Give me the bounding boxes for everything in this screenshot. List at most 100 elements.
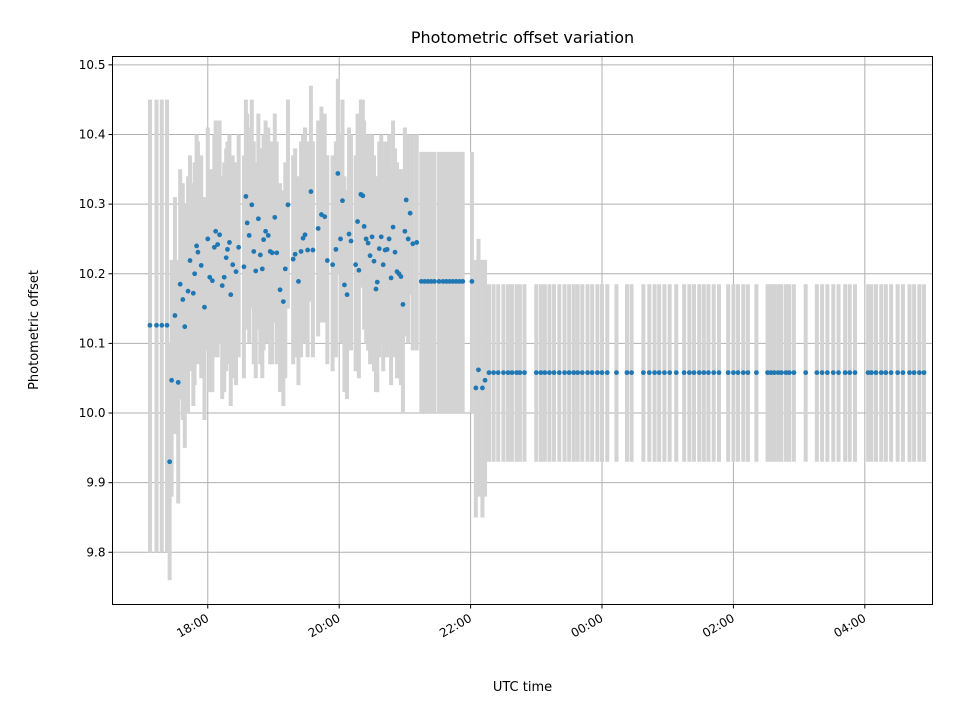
data-point — [405, 236, 411, 242]
data-point — [265, 233, 271, 238]
data-point — [425, 279, 431, 284]
data-point — [192, 271, 198, 277]
data-point — [392, 249, 398, 255]
data-point — [182, 324, 188, 330]
data-point — [514, 370, 519, 376]
data-point — [450, 279, 456, 284]
data-point — [356, 267, 362, 273]
data-point — [263, 228, 268, 234]
data-point — [440, 279, 446, 284]
data-point — [436, 279, 442, 284]
data-point — [562, 370, 567, 376]
data-point — [505, 370, 511, 376]
data-point — [169, 377, 175, 383]
data-point — [551, 370, 557, 376]
data-point — [629, 370, 634, 376]
data-point — [509, 370, 515, 376]
data-point — [367, 253, 373, 259]
data-point — [432, 279, 437, 284]
y-axis-ticks: 9.8 9.9 10.0 10.1 10.2 10.3 10.4 10.5 — [79, 58, 113, 559]
data-point — [418, 279, 424, 284]
data-point — [369, 234, 375, 240]
data-point — [402, 228, 408, 234]
data-point — [198, 262, 204, 268]
data-point — [538, 370, 544, 376]
data-point — [556, 370, 562, 376]
data-point — [579, 370, 585, 376]
data-point — [300, 235, 306, 241]
data-point — [398, 274, 404, 279]
data-point — [333, 246, 339, 252]
data-point — [457, 279, 462, 284]
data-point — [363, 236, 369, 242]
data-point — [376, 246, 382, 252]
data-point — [371, 258, 377, 264]
data-point — [346, 231, 352, 237]
data-point — [403, 197, 409, 203]
data-point — [236, 244, 242, 250]
data-point — [378, 234, 384, 240]
data-point — [175, 379, 181, 385]
data-point — [305, 247, 311, 253]
data-point — [298, 249, 304, 254]
data-point — [873, 370, 879, 376]
data-point — [566, 370, 572, 376]
data-point — [400, 301, 406, 307]
data-point — [921, 370, 927, 376]
data-point — [681, 370, 687, 376]
data-point — [249, 202, 255, 208]
data-point — [571, 370, 577, 376]
data-point — [205, 236, 211, 242]
plot-frame — [112, 56, 933, 605]
data-point — [180, 297, 186, 302]
data-point — [373, 286, 379, 292]
data-point — [219, 283, 225, 288]
data-point — [353, 262, 359, 268]
data-point — [167, 459, 173, 465]
data-point — [495, 370, 501, 376]
y-axis-label: Photometric offset — [27, 270, 42, 390]
data-point — [686, 370, 692, 376]
data-point — [656, 370, 662, 376]
y-tick-label: 9.8 — [86, 545, 105, 559]
data-point — [344, 292, 350, 298]
data-point — [217, 232, 222, 238]
data-point — [335, 171, 341, 176]
data-point — [209, 278, 215, 284]
data-point — [340, 198, 345, 204]
data-point — [517, 370, 523, 376]
data-point — [384, 246, 390, 252]
data-point — [847, 370, 853, 376]
data-point — [410, 241, 416, 247]
data-point — [731, 370, 736, 376]
data-point — [324, 258, 330, 263]
data-point — [701, 370, 707, 376]
data-point — [476, 367, 481, 373]
data-point — [852, 370, 858, 376]
y-tick-label: 10.3 — [79, 197, 106, 211]
data-point — [771, 370, 777, 376]
data-point — [900, 370, 906, 376]
data-point — [322, 214, 328, 220]
data-point — [460, 279, 466, 284]
data-point — [547, 370, 552, 376]
y-tick-label: 9.9 — [86, 476, 105, 490]
data-point — [803, 370, 809, 376]
data-point — [243, 194, 249, 199]
data-point — [486, 370, 492, 376]
data-point — [211, 244, 217, 250]
data-point — [469, 279, 475, 284]
data-point — [257, 252, 263, 258]
data-point — [542, 370, 548, 376]
y-tick-label: 10.2 — [79, 267, 106, 281]
x-axis-label: UTC time — [493, 680, 552, 695]
data-point — [172, 313, 178, 318]
data-point — [735, 370, 741, 376]
data-point — [585, 370, 590, 376]
data-point — [154, 322, 159, 328]
data-point — [285, 202, 291, 208]
data-point — [791, 370, 797, 376]
data-point — [522, 370, 527, 376]
data-point — [388, 275, 394, 281]
data-point — [575, 370, 581, 376]
